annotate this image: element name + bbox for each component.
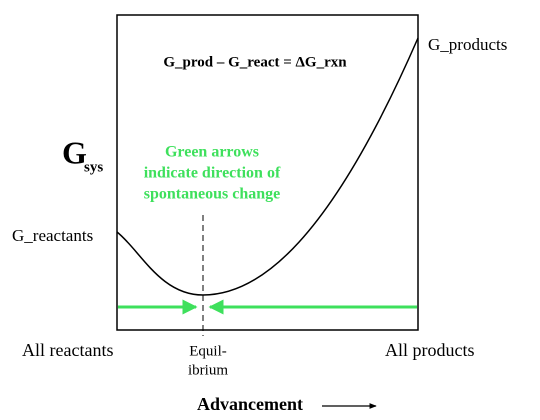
middle-label: ibrium [188,362,228,378]
note-line: indicate direction of [144,165,281,182]
x-title: Advancement [197,394,303,414]
start-label: G_reactants [12,226,93,245]
middle-label: Equil- [189,343,227,359]
note: Green arrows indicate direction of spont… [144,144,281,203]
right-label: All products [385,340,475,360]
end-label: G_products [428,35,507,54]
left-label: All reactants [22,340,113,360]
free-energy-curve [116,37,419,296]
y-symbol: G [62,134,87,170]
note-line: spontaneous change [144,186,280,203]
y-subscript: sys [84,159,103,175]
equation: G_prod – G_react = ΔG_rxn [163,54,347,70]
plot-frame [116,14,419,331]
note-line: Green arrows [165,144,259,161]
